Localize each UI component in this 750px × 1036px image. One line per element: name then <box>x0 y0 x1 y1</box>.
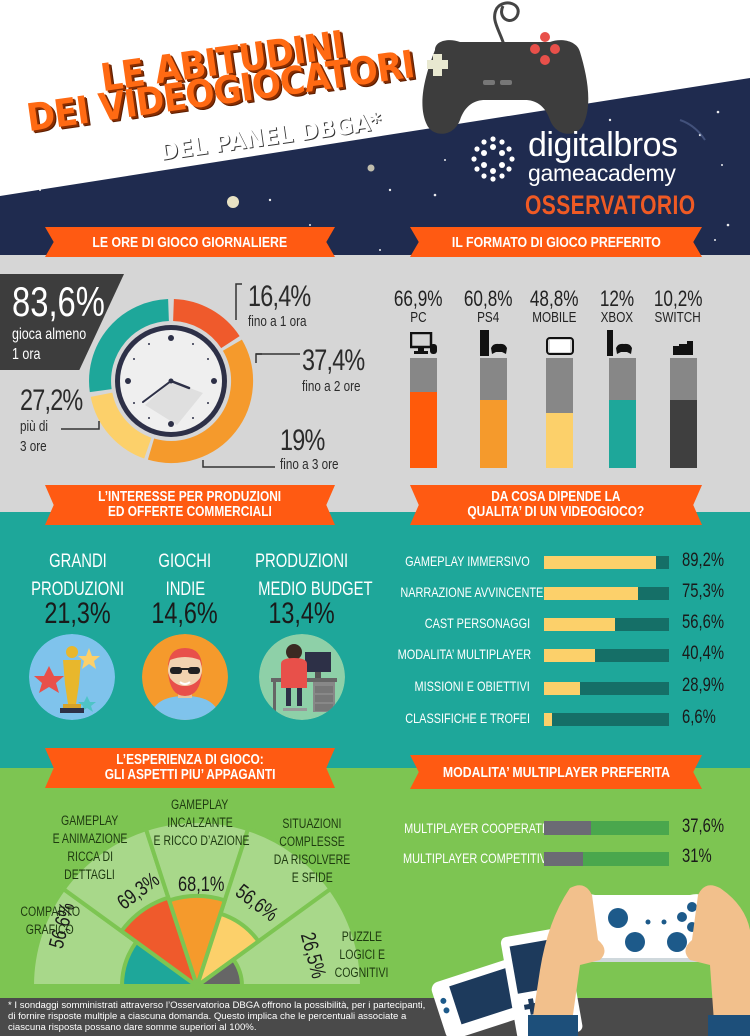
multiplayer-competitive-value: 31% <box>682 846 712 867</box>
hours-item-4-label-1: più di <box>20 418 48 435</box>
experience-item-3-label: GAMEPLAY INCALZANTE E RICCO D’AZIONE <box>153 797 250 848</box>
desk-worker-icon <box>259 634 345 720</box>
digitalbros-logo-icon <box>471 136 515 182</box>
experience-item-4-label: SITUAZIONI COMPLESSE DA RISOLVERE E SFIDE <box>273 816 351 885</box>
switch-console-icon <box>673 341 693 355</box>
platform-ps4-pct: 60,8% <box>463 286 513 311</box>
hours-donut-clock-chart <box>89 299 254 463</box>
interest-mid-budget-pct: 13,4% <box>268 597 336 630</box>
quality-row-3-value: 56,6% <box>682 612 725 633</box>
platform-ps4-bar <box>480 358 507 468</box>
ribbon-platforms: IL FORMATO DI GIOCO PREFERITO <box>410 227 702 257</box>
quality-row-2-label: NARRAZIONE AVVINCENTE <box>400 584 544 600</box>
hours-summary-label-1: gioca almeno <box>12 326 87 343</box>
platform-pc-pct: 66,9% <box>393 286 443 311</box>
experience-item-3-value: 68,1% <box>178 873 225 896</box>
quality-row-6-bar <box>544 713 669 726</box>
interest-indie-pct: 14,6% <box>151 597 219 630</box>
hours-summary-label-2: 1 ora <box>12 346 41 363</box>
hours-item-1-label: fino a 1 ora <box>248 313 307 330</box>
experience-item-5-label: PUZZLE LOGICI E COGNITIVI <box>335 929 389 980</box>
platform-switch-bar <box>670 358 697 468</box>
hours-item-4-label-2: 3 ore <box>20 438 47 455</box>
quality-row-1-value: 89,2% <box>682 550 725 571</box>
platform-switch-name: SWITCH <box>654 309 702 326</box>
ribbon-hours: LE ORE DI GIOCO GIORNALIERE <box>45 227 335 257</box>
quality-row-6-value: 6,6% <box>682 707 716 728</box>
multiplayer-coop-label: MULTIPLAYER COOPERATIVO <box>404 820 561 836</box>
interest-big-productions-title: GRANDI PRODUZIONI <box>31 551 125 600</box>
hours-callout-lines <box>61 283 300 468</box>
smartphone-icon <box>546 337 574 355</box>
playstation-console-icon <box>480 330 507 356</box>
quality-row-5-value: 28,9% <box>682 675 725 696</box>
interest-big-productions-pct: 21,3% <box>44 597 112 630</box>
hours-item-2-pct: 37,4% <box>302 344 365 377</box>
hours-item-4-pct: 27,2% <box>20 384 83 417</box>
desktop-icon <box>410 332 437 354</box>
experience-radial-gauge-chart <box>29 819 365 993</box>
quality-row-3-label: CAST PERSONAGGI <box>424 615 530 631</box>
platform-mobile-bar <box>546 358 573 468</box>
gamepad-icon <box>422 1 589 134</box>
quality-row-1-label: GAMEPLAY IMMERSIVO <box>405 553 530 569</box>
multiplayer-competitive-label: MULTIPLAYER COMPETITIVO <box>403 850 556 866</box>
interest-quality-section-background <box>0 512 750 769</box>
brand-section-label: OSSERVATORIO <box>525 190 696 220</box>
interest-mid-budget-title: PRODUZIONI MEDIO BUDGET <box>255 551 373 600</box>
hours-item-3-label: fino a 3 ore <box>280 456 339 473</box>
platform-xbox-name: XBOX <box>600 309 634 326</box>
experience-item-1-label: COMPARTO GRAFICO <box>20 904 80 937</box>
platform-mobile-pct: 48,8% <box>529 286 579 311</box>
ribbon-multiplayer: MODALITA’ MULTIPLAYER PREFERITA <box>410 755 702 789</box>
platform-mobile-name: MOBILE <box>531 309 577 326</box>
quality-row-4-label: MODALITA’ MULTIPLAYER <box>397 646 532 662</box>
platform-switch-pct: 10,2% <box>653 286 703 311</box>
quality-row-5-bar <box>544 682 669 695</box>
quality-row-6-label: CLASSIFICHE E TROFEI <box>405 710 530 726</box>
quality-row-2-value: 75,3% <box>682 581 725 602</box>
quality-row-4-bar <box>544 649 669 662</box>
ribbon-experience: L’ESPERIENZA DI GIOCO: GLI ASPETTI PIU’ A… <box>45 748 335 788</box>
quality-row-2-bar <box>544 587 669 600</box>
hours-item-1-pct: 16,4% <box>248 280 311 313</box>
brand-name: digitalbros <box>528 126 678 164</box>
quality-row-4-value: 40,4% <box>682 643 725 664</box>
indie-developer-avatar-icon <box>142 634 228 720</box>
hours-item-2-label: fino a 2 ore <box>302 378 361 395</box>
footer-background <box>0 998 750 1036</box>
platform-xbox-pct: 12% <box>599 286 635 311</box>
footer-disclaimer: * I sondaggi somministrati attraverso l’… <box>8 1000 426 1034</box>
quality-row-5-label: MISSIONI E OBIETTIVI <box>414 678 530 694</box>
hands-holding-controller-illustration <box>431 885 750 1036</box>
brand-subtitle: gameacademy <box>528 160 676 186</box>
interest-indie-title: GIOCHI INDIE <box>158 551 212 600</box>
xbox-console-icon <box>607 330 632 356</box>
platform-pc-name: PC <box>409 309 427 326</box>
multiplayer-competitive-bar <box>544 852 669 866</box>
quality-row-1-bar <box>544 556 669 569</box>
experience-item-2-label: GAMEPLAY E ANIMAZIONE RICCA DI DETTAGLI <box>52 813 128 882</box>
ribbon-quality: DA COSA DIPENDE LA QUALITA’ DI UN VIDEOGI… <box>410 485 702 525</box>
trophy-icon <box>29 634 115 720</box>
multiplayer-coop-bar <box>544 821 669 835</box>
platform-xbox-bar <box>609 358 636 468</box>
hours-summary-pct: 83,6% <box>12 278 105 325</box>
quality-row-3-bar <box>544 618 669 631</box>
multiplayer-coop-value: 37,6% <box>682 816 725 837</box>
platform-pc-bar <box>410 358 437 468</box>
hours-item-3-pct: 19% <box>280 424 325 457</box>
platform-ps4-name: PS4 <box>476 309 500 326</box>
ribbon-interest: L’INTERESSE PER PRODUZIONI ED OFFERTE COM… <box>45 485 335 525</box>
